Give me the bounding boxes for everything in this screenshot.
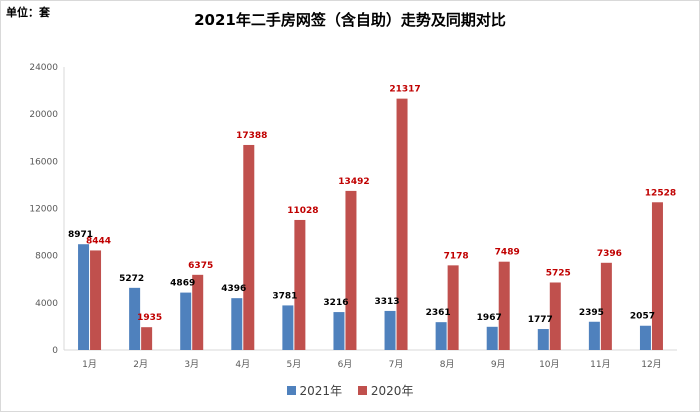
y-tick-label: 8000 xyxy=(35,252,58,262)
unit-label: 单位：套 xyxy=(6,6,50,19)
data-label: 8444 xyxy=(86,236,111,246)
chart-title: 2021年二手房网签（含自助）走势及同期对比 xyxy=(194,11,506,29)
bar-2020年-1月 xyxy=(90,250,102,350)
bar-2021年-2月 xyxy=(129,287,141,350)
legend-item-2021: 2021年 xyxy=(286,382,343,399)
y-tick-label: 24000 xyxy=(29,63,58,73)
x-tick-label: 4月 xyxy=(235,359,250,370)
data-label: 5725 xyxy=(546,268,571,278)
legend-item-2020: 2020年 xyxy=(357,382,414,399)
x-tick-label: 2月 xyxy=(133,359,148,370)
data-label: 3313 xyxy=(375,297,400,307)
x-tick-label: 1月 xyxy=(82,359,97,370)
legend-label-2020: 2020年 xyxy=(370,384,414,398)
legend: 2021年 2020年 xyxy=(0,382,700,399)
bar-2020年-7月 xyxy=(396,98,408,350)
data-label: 5272 xyxy=(119,274,144,284)
data-label: 1967 xyxy=(477,313,502,323)
x-tick-label: 9月 xyxy=(491,359,506,370)
bar-2020年-4月 xyxy=(243,144,255,350)
data-label: 11028 xyxy=(287,206,318,216)
legend-swatch-2020 xyxy=(357,386,367,395)
data-label: 4396 xyxy=(221,284,246,294)
y-tick-label: 12000 xyxy=(29,205,58,215)
bar-2020年-8月 xyxy=(447,265,459,350)
y-tick-labels: 0 4000 8000 12000 16000 20000 24000 xyxy=(29,63,58,356)
x-tick-labels: 1月 2月 3月 4月 5月 6月 7月 8月 9月 10月 11月 12月 xyxy=(82,359,662,370)
x-tick-label: 3月 xyxy=(184,359,199,370)
legend-label-2021: 2021年 xyxy=(299,384,343,398)
bar-2021年-7月 xyxy=(384,310,396,350)
x-tick-label: 6月 xyxy=(338,359,353,370)
y-tick-label: 16000 xyxy=(29,157,58,167)
bars xyxy=(78,98,663,350)
bar-2021年-4月 xyxy=(231,298,243,350)
x-tick-label: 11月 xyxy=(590,359,610,370)
data-label: 2395 xyxy=(579,308,604,318)
data-label: 12528 xyxy=(645,188,676,198)
data-label: 4869 xyxy=(170,279,195,289)
data-label: 7178 xyxy=(444,251,469,261)
bar-2021年-6月 xyxy=(333,312,345,350)
legend-swatch-2021 xyxy=(286,386,296,395)
data-label: 3781 xyxy=(272,291,297,301)
x-tick-label: 5月 xyxy=(287,359,302,370)
data-label: 1777 xyxy=(528,315,553,325)
bar-2020年-12月 xyxy=(651,202,663,350)
data-label: 6375 xyxy=(188,261,213,271)
data-label: 1935 xyxy=(137,313,162,323)
data-label: 21317 xyxy=(389,85,420,95)
y-tick-label: 20000 xyxy=(29,110,58,120)
data-label: 2361 xyxy=(426,308,451,318)
x-tick-label: 12月 xyxy=(641,359,661,370)
y-tick-label: 4000 xyxy=(35,299,58,309)
bar-2021年-1月 xyxy=(78,244,90,350)
bar-2021年-5月 xyxy=(282,305,294,350)
x-tick-label: 8月 xyxy=(440,359,455,370)
data-label: 7489 xyxy=(495,248,520,258)
bar-2020年-3月 xyxy=(192,274,204,350)
data-label: 17388 xyxy=(236,131,267,141)
bar-2021年-8月 xyxy=(435,322,447,350)
data-label: 13492 xyxy=(338,177,369,187)
bar-2020年-10月 xyxy=(549,282,561,350)
data-label: 8971 xyxy=(68,230,93,240)
bar-2020年-11月 xyxy=(600,262,612,350)
data-label: 3216 xyxy=(323,298,348,308)
bar-2020年-2月 xyxy=(141,327,153,350)
y-tick-label: 0 xyxy=(52,346,58,356)
bar-2020年-9月 xyxy=(498,261,510,350)
data-label: 2057 xyxy=(630,312,655,322)
bar-2020年-6月 xyxy=(345,190,357,350)
bar-2021年-10月 xyxy=(537,329,549,350)
bar-2021年-12月 xyxy=(639,325,651,350)
x-tick-label: 10月 xyxy=(539,359,559,370)
bar-2021年-9月 xyxy=(486,326,498,350)
bar-2021年-11月 xyxy=(588,321,600,350)
bar-2020年-5月 xyxy=(294,219,306,350)
data-label: 7396 xyxy=(597,249,622,259)
bar-2021年-3月 xyxy=(180,292,192,350)
x-tick-label: 7月 xyxy=(389,359,404,370)
